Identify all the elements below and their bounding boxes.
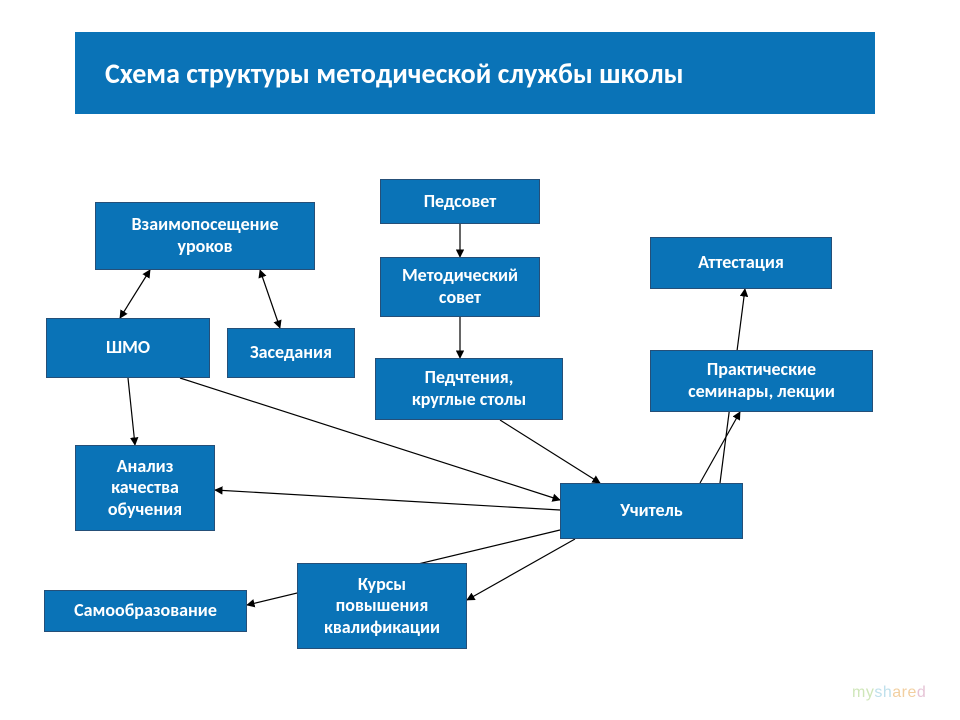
diagram-title: Схема структуры методической службы школ…: [75, 32, 875, 114]
edge-pedch-uchitel: [500, 420, 600, 483]
node-metod: Методическийсовет: [380, 257, 540, 317]
node-attest: Аттестация: [650, 237, 832, 289]
node-vzaim: Взаимопосещениеуроков: [95, 202, 315, 270]
edge-uchitel-kursy: [467, 539, 575, 600]
edge-shmo-analiz: [128, 378, 135, 445]
node-samo: Самообразование: [44, 590, 247, 632]
edge-shmo-vzaim: [120, 270, 150, 318]
node-pedch: Педчтения,круглые столы: [375, 358, 563, 420]
watermark: myshared: [852, 684, 926, 702]
edge-zased-vzaim: [260, 270, 280, 328]
node-uchitel: Учитель: [560, 483, 743, 539]
edge-uchitel-analiz: [215, 490, 560, 510]
edge-uchitel-prakt: [700, 412, 740, 483]
node-zased: Заседания: [227, 328, 355, 378]
node-analiz: Анализкачестваобучения: [75, 445, 215, 531]
node-pedsovet: Педсовет: [380, 179, 540, 224]
node-prakt: Практическиесеминары, лекции: [650, 350, 873, 412]
node-kursy: Курсыповышенияквалификации: [297, 563, 467, 649]
node-shmo: ШМО: [46, 318, 210, 378]
